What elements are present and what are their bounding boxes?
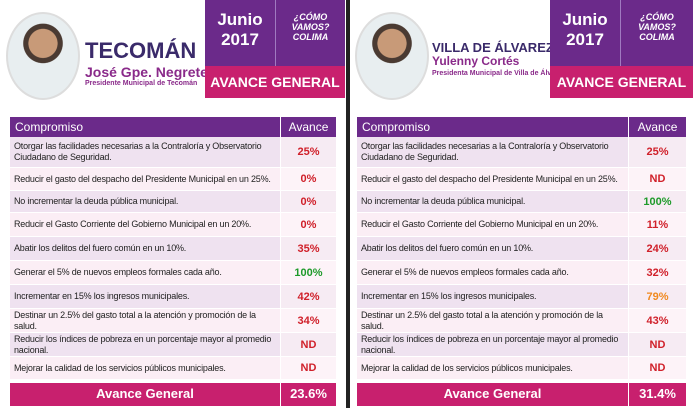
logo-text: COLIMA [292, 32, 329, 42]
footer-value: 23.6% [281, 383, 336, 406]
footer-label: Avance General [357, 383, 628, 406]
row-value: 25% [629, 137, 686, 167]
row-text: Reducir los índices de pobreza en un por… [357, 333, 628, 356]
row-value: 24% [629, 237, 686, 260]
logo: ¿CÓMO VAMOS? COLIMA [275, 0, 345, 66]
row-value: ND [281, 333, 336, 356]
row-value: 79% [629, 285, 686, 308]
logo-text: ¿CÓMO [640, 12, 674, 22]
row-value: 32% [629, 261, 686, 284]
row-text: Generar el 5% de nuevos empleos formales… [357, 261, 628, 284]
month: Junio [217, 10, 263, 29]
logo-text: VAMOS? [291, 22, 330, 32]
official-name: Yulenny Cortés [432, 54, 520, 68]
official-name: José Gpe. Negrete [85, 64, 208, 80]
row-text: No incrementar la deuda pública municipa… [357, 191, 628, 212]
header-cell: Compromiso [357, 117, 628, 137]
row-value: ND [629, 168, 686, 190]
row-value: 25% [281, 137, 336, 167]
row-value: ND [629, 333, 686, 356]
row-text: Abatir los delitos del fuero común en un… [10, 237, 280, 260]
date-box: Junio 2017 [205, 0, 275, 66]
row-text: Reducir el gasto del despacho del Presid… [357, 168, 628, 190]
logo-text: COLIMA [639, 32, 675, 42]
official-role: Presidenta Municipal de Villa de Álvarez [432, 70, 566, 77]
row-value: 34% [281, 309, 336, 332]
footer-label: Avance General [10, 383, 280, 406]
row-text: Incrementar en 15% los ingresos municipa… [357, 285, 628, 308]
logo: ¿CÓMO VAMOS? COLIMA [620, 0, 693, 66]
row-text: Mejorar la calidad de los servicios públ… [357, 357, 628, 379]
photo [355, 12, 429, 100]
row-value: 11% [629, 213, 686, 236]
row-value: 43% [629, 309, 686, 332]
row-text: Reducir los índices de pobreza en un por… [10, 333, 280, 356]
row-text: Otorgar las facilidades necesarias a la … [357, 137, 628, 167]
date-box: Junio 2017 [550, 0, 620, 66]
official-role: Presidente Municipal de Tecomán [85, 80, 198, 87]
month: Junio [562, 10, 608, 29]
row-text: Otorgar las facilidades necesarias a la … [10, 137, 280, 167]
header-cell: Avance [281, 117, 336, 137]
row-text: Abatir los delitos del fuero común en un… [357, 237, 628, 260]
row-value: 0% [281, 191, 336, 212]
header-cell: Compromiso [10, 117, 280, 137]
divider [346, 0, 350, 408]
footer-value: 31.4% [629, 383, 686, 406]
row-value: ND [629, 357, 686, 379]
year: 2017 [566, 30, 604, 49]
photo [6, 12, 80, 100]
row-value: 100% [629, 191, 686, 212]
row-text: Destinar un 2.5% del gasto total a la at… [10, 309, 280, 332]
row-text: Mejorar la calidad de los servicios públ… [10, 357, 280, 379]
row-text: Destinar un 2.5% del gasto total a la at… [357, 309, 628, 332]
row-value: 100% [281, 261, 336, 284]
row-text: No incrementar la deuda pública municipa… [10, 191, 280, 212]
row-value: 0% [281, 213, 336, 236]
header-cell: Avance [629, 117, 686, 137]
row-value: 35% [281, 237, 336, 260]
row-text: Generar el 5% de nuevos empleos formales… [10, 261, 280, 284]
banner: AVANCE GENERAL [550, 66, 693, 98]
row-text: Incrementar en 15% los ingresos municipa… [10, 285, 280, 308]
banner: AVANCE GENERAL [205, 66, 345, 98]
row-value: 0% [281, 168, 336, 190]
municipality: TECOMÁN [85, 38, 197, 63]
row-value: ND [281, 357, 336, 379]
row-text: Reducir el gasto del despacho del Presid… [10, 168, 280, 190]
year: 2017 [221, 30, 259, 49]
row-value: 42% [281, 285, 336, 308]
row-text: Reducir el Gasto Corriente del Gobierno … [357, 213, 628, 236]
row-text: Reducir el Gasto Corriente del Gobierno … [10, 213, 280, 236]
municipality: VILLA DE ÁLVAREZ [432, 40, 554, 55]
logo-text: VAMOS? [638, 22, 676, 32]
logo-text: ¿CÓMO [293, 12, 328, 22]
